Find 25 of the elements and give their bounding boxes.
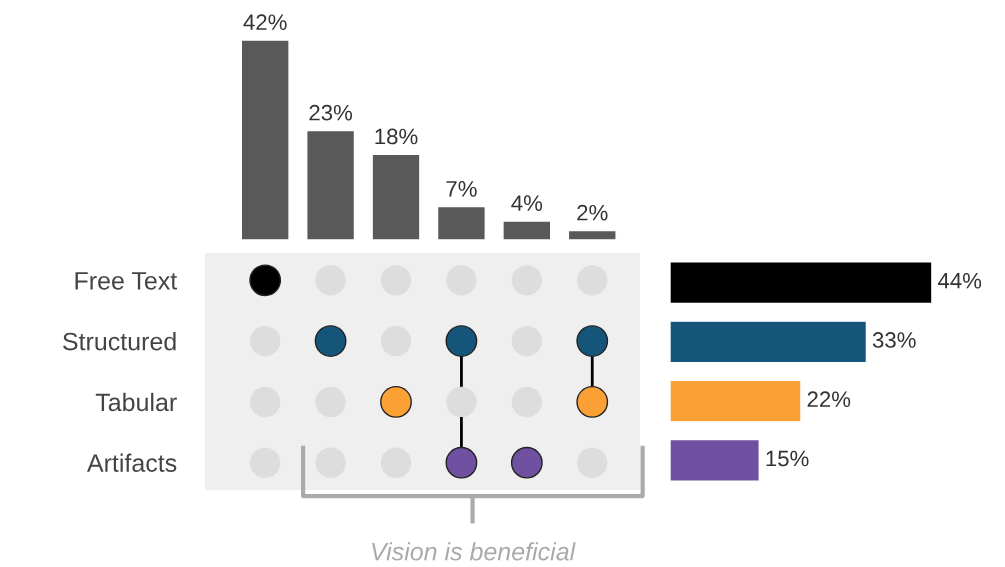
bar [371,153,421,240]
data-label: 33% [872,332,916,348]
data-label: 7% [446,181,477,197]
data-label: 23% [309,104,353,121]
data-label: 22% [807,391,851,407]
data-label: 42% [243,14,287,30]
data-label: 2% [577,204,608,221]
data-label: 4% [511,195,543,211]
bar [436,205,486,240]
bar [567,229,617,240]
data-label: 18% [375,128,418,145]
bar [502,220,552,240]
category-label: Artifacts [86,453,177,472]
text: Vision is beneficial [372,542,576,561]
category-label: Structured [63,332,176,351]
data-label: 44% [937,272,982,289]
bar [306,129,356,240]
bar [670,261,933,305]
bar [670,320,868,364]
bar [240,40,290,240]
bar [670,438,760,482]
data-label: 15% [766,450,809,467]
category-label: Free Text [75,272,178,290]
category-label: Tabular [95,392,177,412]
bar [670,379,802,423]
